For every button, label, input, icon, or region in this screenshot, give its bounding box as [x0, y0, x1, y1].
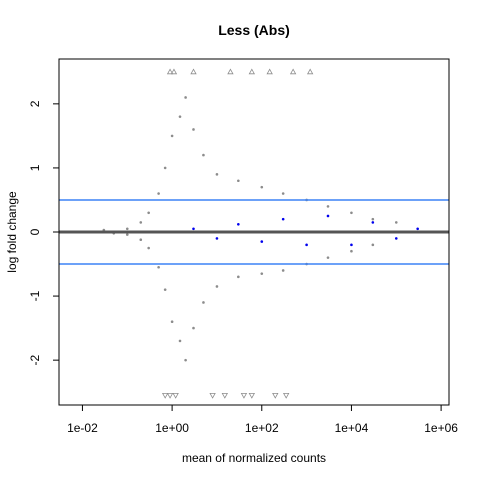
y-tick-label-0: -2 — [28, 354, 42, 365]
point-1-2 — [237, 223, 240, 226]
point-0-22 — [202, 301, 205, 304]
point-0-4 — [125, 233, 129, 236]
point-2-7 — [306, 68, 314, 75]
point-0-13 — [170, 134, 174, 138]
point-0-23 — [215, 173, 219, 176]
point-0-37 — [371, 217, 375, 221]
point-1-3 — [260, 240, 264, 243]
point-3-0 — [161, 392, 169, 399]
point-0-33 — [326, 205, 330, 208]
point-0-20 — [192, 326, 195, 330]
point-1-4 — [281, 217, 285, 221]
point-0-24 — [215, 285, 219, 288]
point-2-5 — [266, 68, 273, 75]
plot-frame — [58, 58, 450, 406]
point-0-8 — [147, 246, 150, 250]
point-0-27 — [260, 185, 264, 189]
point-0-18 — [184, 358, 187, 362]
point-0-5 — [139, 221, 143, 224]
x-axis-label: mean of normalized counts — [182, 451, 326, 465]
chart-title: Less (Abs) — [218, 22, 290, 38]
point-1-1 — [215, 237, 219, 240]
y-axis-label: log fold change — [5, 191, 19, 273]
point-1-8 — [371, 221, 375, 224]
point-0-26 — [237, 275, 240, 279]
x-tick-label-3: 1e+04 — [335, 421, 369, 435]
point-3-6 — [248, 392, 256, 399]
point-1-10 — [416, 227, 419, 231]
data-points — [81, 68, 419, 399]
point-0-15 — [178, 115, 182, 118]
point-3-4 — [221, 392, 229, 399]
y-tick-label-4: 2 — [28, 100, 42, 107]
point-2-3 — [227, 68, 234, 75]
y-tick-label-1: -1 — [28, 290, 42, 301]
point-0-6 — [139, 238, 143, 241]
point-3-5 — [240, 392, 248, 399]
point-0-17 — [184, 96, 187, 99]
point-2-0 — [166, 68, 174, 75]
point-1-9 — [394, 237, 398, 240]
point-1-0 — [192, 227, 195, 231]
point-0-19 — [192, 128, 195, 131]
point-0-9 — [157, 192, 160, 195]
point-0-21 — [202, 153, 205, 157]
point-0-3 — [125, 227, 129, 231]
point-2-1 — [170, 68, 178, 75]
y-tick-label-3: 1 — [28, 164, 42, 171]
point-1-5 — [305, 243, 308, 247]
point-0-10 — [157, 265, 160, 269]
point-3-2 — [172, 392, 179, 399]
point-0-25 — [237, 179, 240, 183]
point-0-14 — [170, 320, 174, 324]
point-0-29 — [281, 192, 285, 195]
reference-lines — [59, 199, 449, 265]
x-tick-label-2: 1e+02 — [245, 421, 279, 435]
point-3-7 — [272, 392, 279, 399]
point-1-7 — [350, 243, 353, 247]
point-0-7 — [147, 211, 150, 215]
point-0-39 — [394, 221, 398, 224]
point-0-34 — [326, 256, 330, 259]
point-0-30 — [281, 269, 285, 272]
point-1-6 — [326, 214, 330, 218]
y-tick-label-2: 0 — [28, 228, 42, 235]
point-0-35 — [350, 211, 353, 215]
point-2-4 — [248, 68, 256, 75]
x-tick-label-4: 1e+06 — [424, 421, 458, 435]
point-0-36 — [350, 249, 353, 253]
point-3-3 — [209, 392, 216, 399]
point-3-8 — [282, 392, 290, 399]
point-0-28 — [260, 272, 264, 275]
point-3-1 — [166, 392, 174, 399]
point-2-2 — [190, 68, 197, 75]
point-2-6 — [289, 68, 297, 75]
point-0-16 — [178, 339, 182, 343]
x-tick-label-0: 1e-02 — [67, 421, 98, 435]
x-tick-label-1: 1e+00 — [155, 421, 189, 435]
point-0-11 — [163, 166, 167, 170]
point-0-12 — [163, 288, 167, 291]
point-0-38 — [371, 243, 375, 247]
x-axis: 1e-02 1e+00 1e+02 1e+04 1e+06 — [67, 404, 458, 435]
